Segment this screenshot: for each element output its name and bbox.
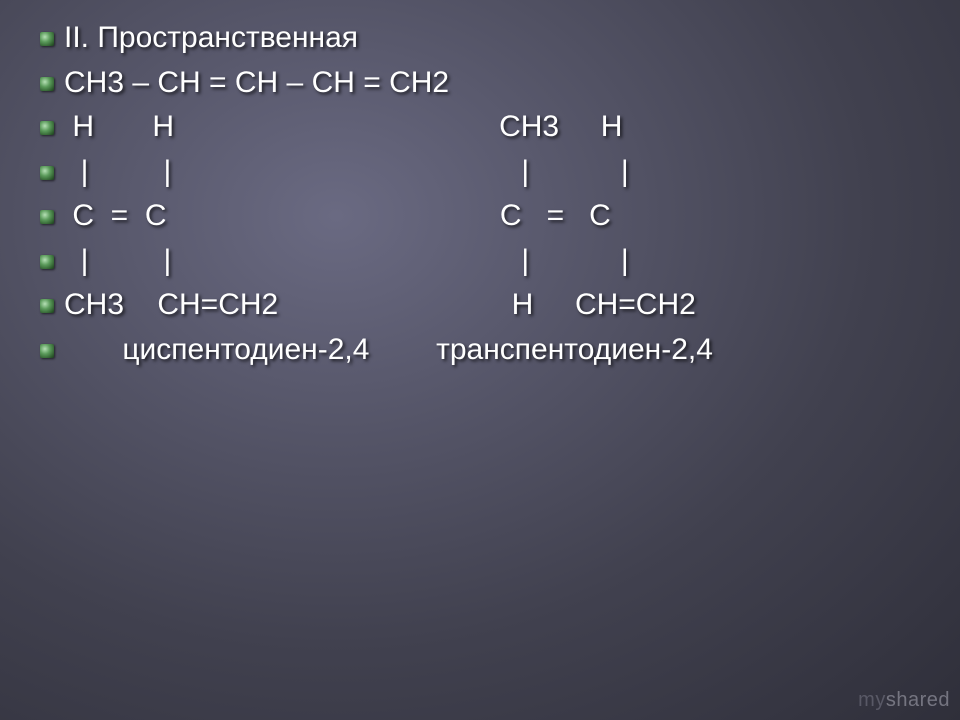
watermark-part2: shared [886, 689, 950, 711]
line-text: | | | | [64, 241, 950, 282]
line-text: СН3 – СН = СН – СН = СН2 [64, 63, 950, 104]
bullet-line: СН3 СН=СН2 Н СН=СН2 [40, 285, 950, 326]
bullet-line: СН3 – СН = СН – СН = СН2 [40, 63, 950, 104]
bullet-icon [40, 299, 54, 313]
bullet-icon [40, 344, 54, 358]
bullet-icon [40, 210, 54, 224]
bullet-line: | | | | [40, 152, 950, 193]
bullet-line: | | | | [40, 241, 950, 282]
line-text: II. Пространственная [64, 18, 950, 59]
bullet-icon [40, 166, 54, 180]
bullet-line: циспентодиен-2,4 транспентодиен-2,4 [40, 330, 950, 371]
bullet-icon [40, 255, 54, 269]
bullet-icon [40, 77, 54, 91]
watermark: myshared [858, 689, 950, 712]
line-text: С = С С = С [64, 196, 950, 237]
line-text: СН3 СН=СН2 Н СН=СН2 [64, 285, 950, 326]
slide-content: II. Пространственная СН3 – СН = СН – СН … [0, 0, 960, 384]
watermark-part1: my [858, 689, 886, 711]
bullet-line: С = С С = С [40, 196, 950, 237]
bullet-line: Н Н СН3 Н [40, 107, 950, 148]
line-text: циспентодиен-2,4 транспентодиен-2,4 [64, 330, 950, 371]
bullet-icon [40, 32, 54, 46]
bullet-line: II. Пространственная [40, 18, 950, 59]
line-text: Н Н СН3 Н [64, 107, 950, 148]
line-text: | | | | [64, 152, 950, 193]
bullet-icon [40, 121, 54, 135]
